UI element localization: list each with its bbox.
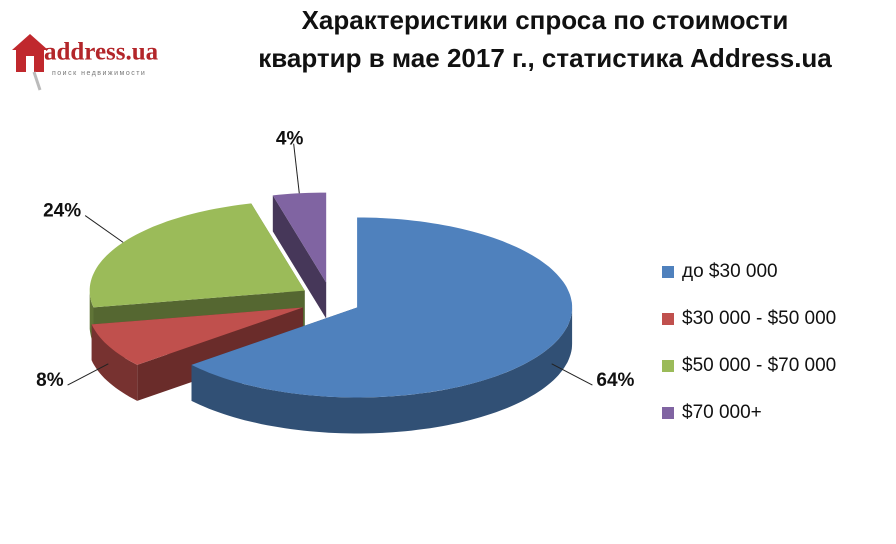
legend-label: $30 000 - $50 000 — [682, 308, 836, 329]
data-label: 4% — [276, 129, 304, 150]
leader-line — [67, 363, 109, 386]
slice-wall — [191, 307, 573, 434]
pie-slice — [191, 217, 573, 434]
chart-title: квартир в мае 2017 г., статистика Addres… — [258, 43, 832, 73]
logo-text: address.ua — [44, 39, 159, 66]
chart-title: Характеристики спроса по стоимости — [302, 5, 789, 35]
data-label: 64% — [596, 370, 634, 391]
logo-key — [32, 71, 42, 91]
leader-line — [551, 363, 593, 386]
pie-slice — [272, 192, 327, 319]
leader-line — [84, 215, 124, 243]
legend-swatch — [662, 313, 674, 325]
logo-house — [12, 34, 48, 72]
slice-side — [272, 195, 327, 319]
data-label: 24% — [43, 201, 81, 222]
slice-top — [91, 307, 303, 365]
data-label: 8% — [36, 370, 64, 391]
legend-swatch — [662, 266, 674, 278]
slice-top — [191, 217, 573, 398]
legend-label: $50 000 - $70 000 — [682, 355, 836, 376]
logo-door — [26, 56, 34, 72]
legend-swatch — [662, 360, 674, 372]
leader-line — [293, 143, 300, 194]
logo: address.ua поиск недвижимости — [12, 34, 159, 91]
slice-wall — [91, 324, 138, 401]
slice-top — [89, 203, 305, 308]
legend-label: $70 000+ — [682, 402, 762, 423]
legend-swatch — [662, 407, 674, 419]
legend-label: до $30 000 — [682, 261, 778, 282]
slice-top — [272, 192, 327, 283]
logo-tagline: поиск недвижимости — [52, 70, 146, 77]
